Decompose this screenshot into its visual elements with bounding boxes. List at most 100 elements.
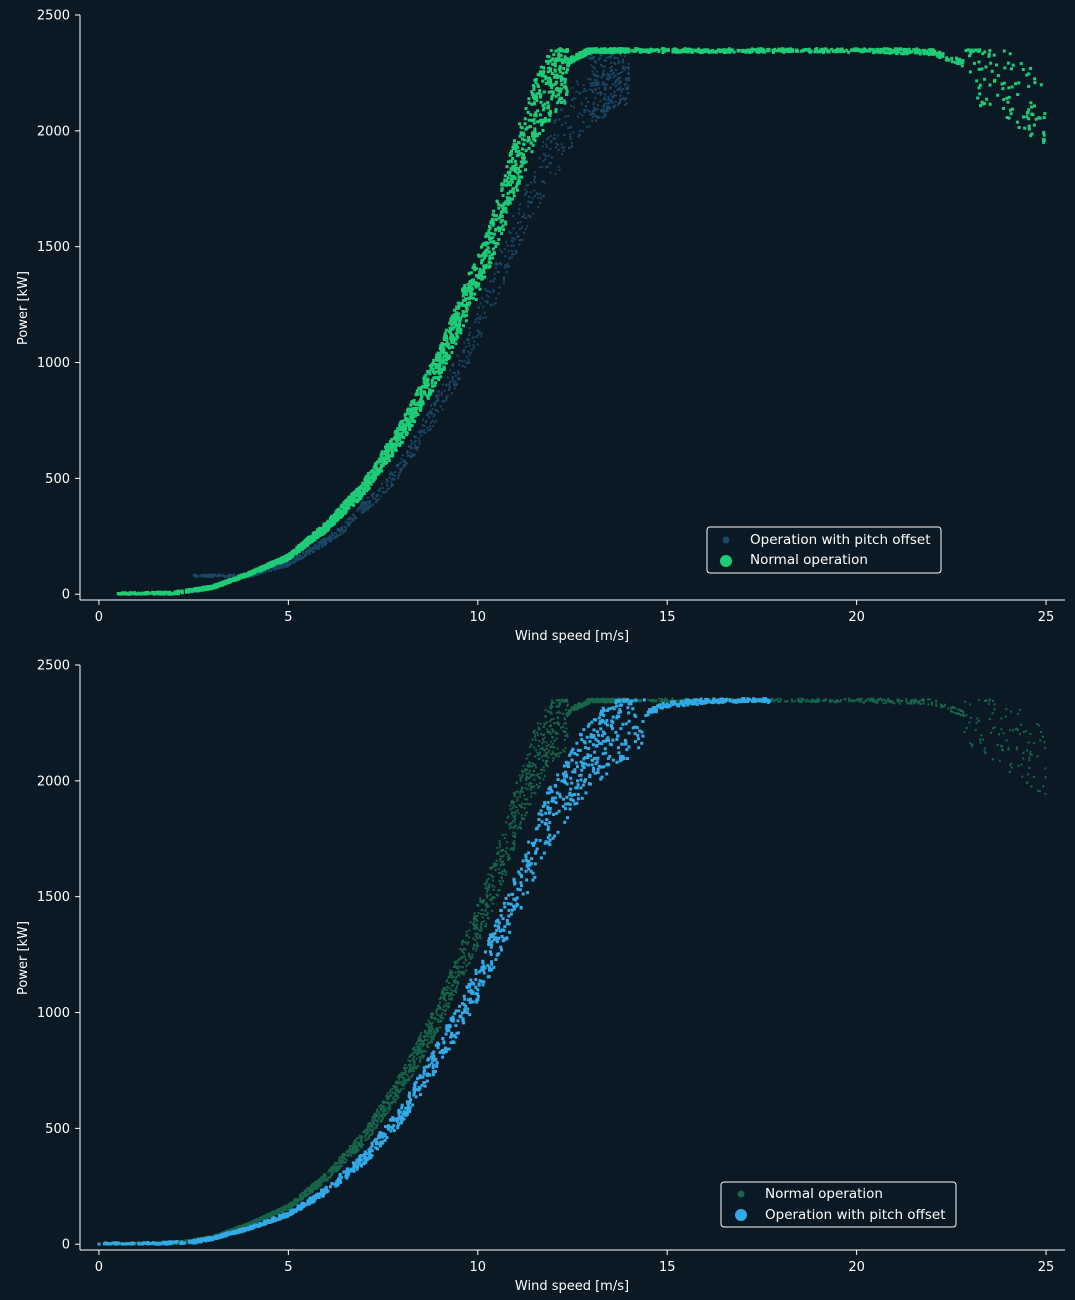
top-data-point bbox=[542, 195, 545, 197]
top-data-point bbox=[475, 318, 478, 321]
top-data-point bbox=[383, 457, 387, 461]
top-data-point bbox=[270, 560, 274, 564]
top-data-point bbox=[322, 539, 325, 542]
top-data-point bbox=[683, 49, 687, 53]
top-data-point bbox=[583, 52, 587, 55]
top-data-point bbox=[338, 515, 342, 519]
top-data-point bbox=[524, 160, 528, 164]
top-data-point bbox=[723, 51, 726, 54]
top-data-point bbox=[314, 531, 318, 535]
top-data-point bbox=[622, 88, 625, 91]
top-data-point bbox=[412, 411, 416, 415]
top-data-point bbox=[548, 162, 551, 165]
top-data-point bbox=[507, 250, 510, 253]
top-data-point bbox=[358, 491, 362, 494]
top-data-point bbox=[560, 82, 564, 86]
top-data-point bbox=[900, 52, 903, 56]
top-data-point bbox=[499, 204, 503, 208]
top-data-point bbox=[232, 577, 235, 581]
top-data-point bbox=[339, 533, 342, 536]
top-data-point bbox=[283, 555, 287, 559]
top-data-point bbox=[342, 509, 345, 513]
top-data-point bbox=[577, 83, 580, 86]
top-y-tick-label: 1500 bbox=[37, 240, 70, 255]
top-data-point bbox=[399, 421, 403, 425]
top-data-point bbox=[484, 243, 488, 247]
top-data-point bbox=[514, 185, 518, 189]
top-data-point bbox=[868, 47, 872, 51]
top-data-point bbox=[854, 47, 858, 51]
top-data-point bbox=[494, 218, 498, 221]
top-data-point bbox=[288, 553, 292, 557]
top-data-point bbox=[546, 70, 550, 74]
top-data-point bbox=[267, 569, 270, 571]
top-data-point bbox=[918, 50, 922, 54]
top-data-point bbox=[180, 589, 184, 593]
top-data-point bbox=[601, 110, 604, 113]
top-data-point bbox=[455, 335, 459, 338]
bottom-data-point bbox=[442, 1009, 445, 1011]
top-data-point bbox=[578, 134, 581, 137]
top-data-point bbox=[508, 230, 511, 233]
top-data-point bbox=[525, 217, 527, 219]
top-data-point bbox=[360, 509, 363, 512]
top-data-point bbox=[370, 469, 374, 473]
top-data-point bbox=[541, 145, 544, 148]
top-data-point bbox=[470, 287, 474, 291]
top-data-point bbox=[888, 48, 892, 51]
bottom-data-point bbox=[993, 708, 996, 711]
top-data-point bbox=[308, 537, 312, 541]
bottom-data-point bbox=[300, 1197, 303, 1200]
top-data-point bbox=[361, 500, 364, 503]
top-data-point bbox=[596, 48, 600, 52]
top-data-point bbox=[603, 73, 606, 76]
top-data-point bbox=[491, 217, 495, 221]
top-data-point bbox=[468, 354, 471, 357]
top-data-point bbox=[882, 49, 886, 53]
top-data-point bbox=[532, 121, 536, 125]
top-legend-marker-pitch bbox=[722, 536, 730, 544]
top-data-point bbox=[506, 176, 510, 180]
top-data-point bbox=[1021, 68, 1025, 71]
top-data-point bbox=[365, 489, 368, 493]
top-data-point bbox=[574, 97, 577, 100]
top-data-point bbox=[627, 47, 631, 51]
top-data-point bbox=[983, 50, 987, 54]
top-data-point bbox=[253, 569, 257, 573]
top-data-point bbox=[393, 446, 397, 450]
top-data-point bbox=[902, 47, 906, 51]
top-data-point bbox=[501, 224, 505, 228]
bottom-data-point bbox=[566, 705, 569, 708]
top-data-point bbox=[905, 52, 909, 56]
top-data-point bbox=[554, 57, 558, 61]
top-data-point bbox=[589, 50, 593, 54]
top-data-point bbox=[590, 53, 593, 56]
top-data-point bbox=[477, 254, 481, 258]
top-data-point bbox=[270, 569, 273, 572]
top-data-point bbox=[541, 79, 545, 83]
top-data-point bbox=[409, 409, 413, 413]
top-data-point bbox=[383, 462, 387, 465]
top-data-point bbox=[426, 426, 429, 429]
top-data-point bbox=[509, 183, 512, 187]
top-data-point bbox=[315, 532, 319, 536]
top-data-point bbox=[386, 484, 389, 487]
bottom-data-point bbox=[556, 732, 559, 735]
top-data-point bbox=[475, 335, 478, 338]
top-data-point bbox=[403, 418, 407, 422]
top-data-point bbox=[522, 142, 526, 146]
top-data-point bbox=[451, 376, 454, 378]
top-data-point bbox=[1029, 101, 1033, 105]
top-data-point bbox=[429, 428, 432, 430]
top-data-point bbox=[504, 210, 508, 214]
bottom-data-point bbox=[382, 1112, 384, 1115]
top-data-point bbox=[483, 311, 486, 314]
top-data-point bbox=[469, 271, 473, 275]
top-data-point bbox=[545, 118, 549, 122]
top-data-point bbox=[529, 201, 532, 204]
top-data-point bbox=[366, 482, 370, 486]
top-data-point bbox=[311, 546, 314, 549]
top-data-point bbox=[519, 220, 522, 223]
top-data-point bbox=[260, 565, 264, 569]
top-data-point bbox=[755, 49, 759, 53]
